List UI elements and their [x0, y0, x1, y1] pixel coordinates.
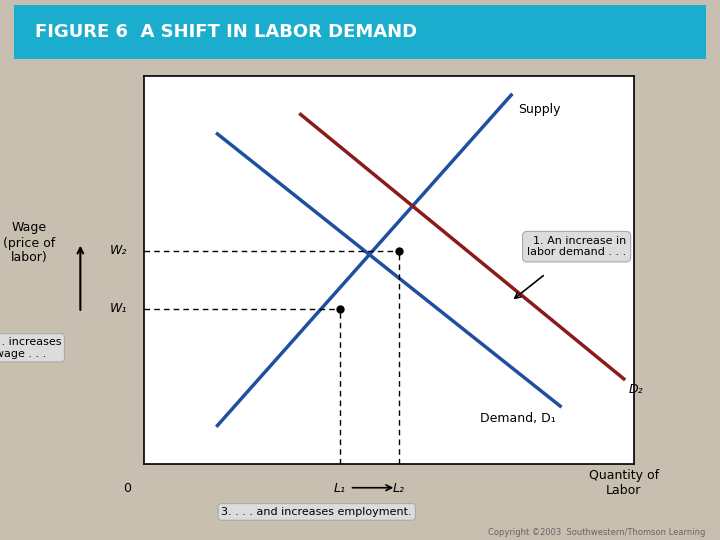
Text: 3. . . . and increases employment.: 3. . . . and increases employment.	[222, 507, 412, 517]
Text: Copyright ©2003  Southwestern/Thomson Learning: Copyright ©2003 Southwestern/Thomson Lea…	[488, 528, 706, 537]
Text: L₁: L₁	[334, 482, 346, 495]
Text: L₂: L₂	[392, 482, 405, 495]
Text: 2. . . . increases
the wage . . .: 2. . . . increases the wage . . .	[0, 337, 61, 359]
Text: W₂: W₂	[109, 244, 127, 257]
Text: W₁: W₁	[109, 302, 127, 315]
Text: FIGURE 6  A SHIFT IN LABOR DEMAND: FIGURE 6 A SHIFT IN LABOR DEMAND	[35, 23, 418, 42]
FancyBboxPatch shape	[0, 3, 720, 62]
Text: Wage
(price of
labor): Wage (price of labor)	[3, 221, 55, 265]
Text: 1. An increase in
labor demand . . .: 1. An increase in labor demand . . .	[527, 236, 626, 258]
Text: Quantity of
Labor: Quantity of Labor	[589, 469, 659, 497]
Text: Demand, D₁: Demand, D₁	[480, 412, 555, 425]
Text: 0: 0	[123, 482, 131, 495]
Text: D₂: D₂	[629, 383, 644, 396]
Text: Supply: Supply	[518, 103, 561, 116]
